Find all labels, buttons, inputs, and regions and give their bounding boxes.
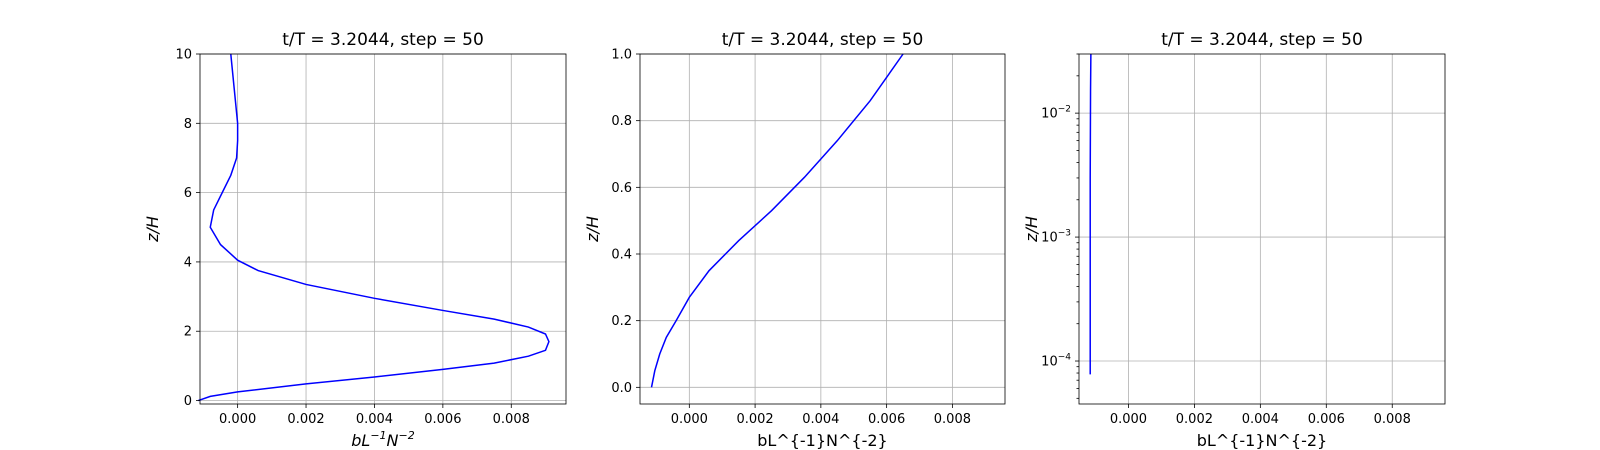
y-tick-label: 10−3 <box>1041 229 1071 246</box>
y-tick-label: 0.0 <box>611 381 632 396</box>
chart-title: t/T = 3.2044, step = 50 <box>722 30 924 50</box>
x-tick-label: 0.002 <box>736 412 773 427</box>
x-tick-label: 0.000 <box>671 412 708 427</box>
x-axis-label: bL^{-1}N^{-2} <box>757 431 887 450</box>
y-tick-label: 10−2 <box>1041 105 1071 122</box>
x-tick-label: 0.008 <box>493 412 530 427</box>
chart-panel-1: 0.000 0.002 0.004 0.006 0.008 0 2 4 6 8 10 t/T = 3.… <box>143 30 567 450</box>
y-tick-label: 10−4 <box>1041 353 1071 370</box>
plot-frame <box>199 53 567 405</box>
x-tick-label: 0.004 <box>1242 412 1279 427</box>
series-line <box>650 53 904 388</box>
y-tick-label: 0 <box>184 394 192 409</box>
series-line <box>1089 53 1092 375</box>
x-axis-label: bL−1N−2 <box>351 429 414 450</box>
y-tick-label: 0.4 <box>611 248 632 263</box>
x-tick-label: 0.006 <box>424 412 461 427</box>
chart-panel-2: 0.000 0.002 0.004 0.006 0.008 0.0 0.2 0.4 0.6 0.8… <box>583 30 1006 450</box>
y-tick-label: 4 <box>184 255 192 270</box>
chart-panel-3: 0.000 0.002 0.004 0.006 0.008 10−4 10−3 10−2 t/T… <box>1022 30 1446 450</box>
y-tick-label: 0.8 <box>611 114 632 129</box>
x-tick-label: 0.004 <box>802 412 839 427</box>
y-tick-label: 1.0 <box>611 48 632 63</box>
y-tick-label: 0.2 <box>611 314 632 329</box>
y-tick-label: 0.6 <box>611 181 632 196</box>
plot-frame <box>1078 53 1446 405</box>
series-line <box>198 53 550 402</box>
x-tick-label: 0.002 <box>287 412 324 427</box>
y-axis-label: z/H <box>1022 216 1041 243</box>
y-tick-label: 6 <box>184 186 192 201</box>
x-tick-label: 0.000 <box>1110 412 1147 427</box>
plot-frame <box>639 53 1006 405</box>
y-tick-label: 10 <box>175 48 192 63</box>
y-tick-label: 8 <box>184 117 192 132</box>
x-tick-label: 0.000 <box>219 412 256 427</box>
x-tick-label: 0.006 <box>868 412 905 427</box>
y-axis-label: z/H <box>583 216 602 243</box>
y-axis-label: z/H <box>143 216 162 243</box>
x-tick-label: 0.008 <box>1374 412 1411 427</box>
chart-title: t/T = 3.2044, step = 50 <box>1161 30 1363 50</box>
x-axis-label: bL^{-1}N^{-2} <box>1197 431 1327 450</box>
chart-title: t/T = 3.2044, step = 50 <box>282 30 484 50</box>
x-tick-label: 0.008 <box>934 412 971 427</box>
x-tick-label: 0.006 <box>1308 412 1345 427</box>
y-tick-label: 2 <box>184 325 192 340</box>
x-tick-label: 0.002 <box>1176 412 1213 427</box>
x-tick-label: 0.004 <box>356 412 393 427</box>
